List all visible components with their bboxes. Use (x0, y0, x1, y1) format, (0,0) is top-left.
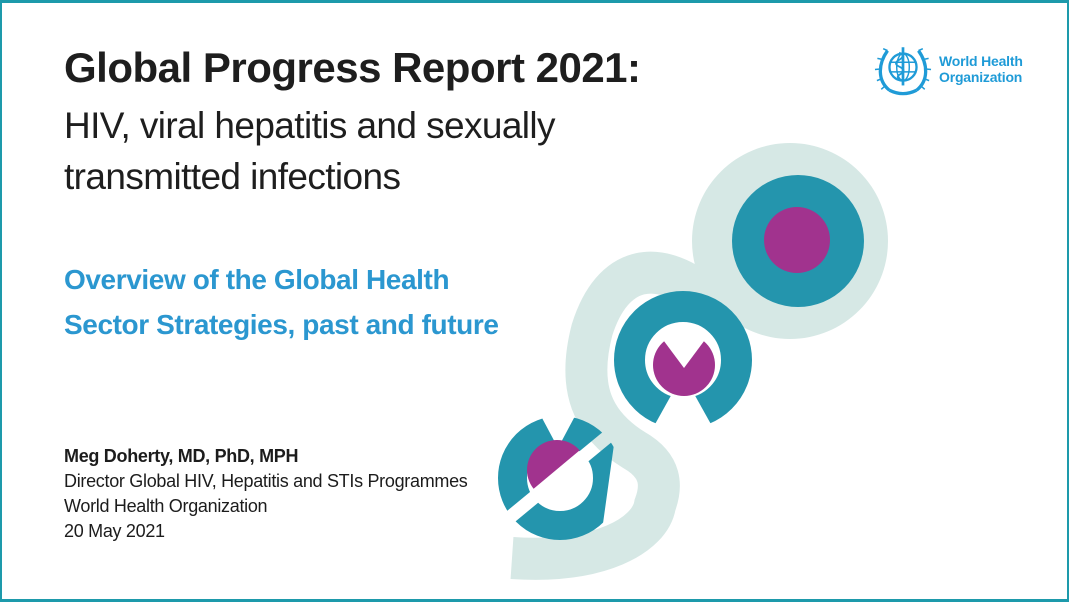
who-emblem-icon (874, 47, 932, 96)
page-subtitle: HIV, viral hepatitis and sexually transm… (64, 100, 556, 202)
cell-top-right (692, 143, 888, 339)
subtitle-line-1: HIV, viral hepatitis and sexually (64, 105, 556, 146)
overview-line-2: Sector Strategies, past and future (64, 309, 499, 340)
cell-bottom-left (498, 416, 622, 540)
page-title: Global Progress Report 2021: (64, 44, 641, 91)
who-logo-line-2: Organization (939, 69, 1023, 85)
presentation-date: 20 May 2021 (64, 521, 165, 541)
ribbon-shape (510, 251, 726, 580)
who-logo-text: World Health Organization (939, 53, 1023, 86)
presenter-organization: World Health Organization (64, 496, 268, 516)
cell-middle (614, 291, 752, 429)
who-logo: World Health Organization (874, 40, 1023, 98)
overview-heading: Overview of the Global Health Sector Str… (64, 257, 499, 347)
presenter-block: Meg Doherty, MD, PhD, MPH Director Globa… (64, 444, 468, 544)
overview-line-1: Overview of the Global Health (64, 264, 450, 295)
subtitle-line-2: transmitted infections (64, 156, 401, 197)
presenter-name: Meg Doherty, MD, PhD, MPH (64, 446, 299, 466)
who-logo-line-1: World Health (939, 52, 1023, 69)
presenter-role: Director Global HIV, Hepatitis and STIs … (64, 471, 468, 491)
